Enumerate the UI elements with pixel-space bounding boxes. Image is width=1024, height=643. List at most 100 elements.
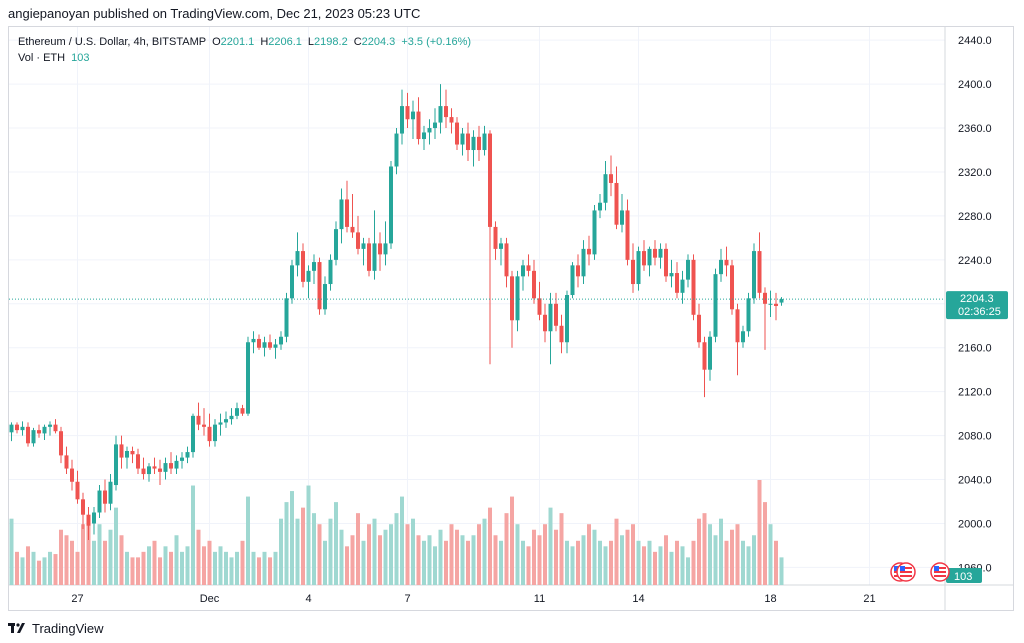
volume-bar bbox=[279, 518, 283, 585]
volume-bar bbox=[284, 502, 289, 585]
y-tick-label: 2440.0 bbox=[958, 35, 992, 47]
volume-bar bbox=[191, 485, 195, 585]
us-flag-icon-stripe bbox=[934, 567, 946, 569]
x-tick-label: 21 bbox=[863, 593, 875, 605]
volume-bar bbox=[97, 524, 102, 585]
candle-body bbox=[482, 133, 487, 151]
volume-bar bbox=[70, 540, 74, 585]
us-flag-icon-canton bbox=[900, 566, 905, 571]
tradingview-logo-icon bbox=[8, 622, 26, 634]
volume-bar bbox=[196, 529, 201, 585]
candle-body bbox=[603, 174, 608, 203]
chart-frame[interactable] bbox=[8, 26, 1014, 611]
volume-bar bbox=[471, 535, 476, 585]
volume-bar bbox=[537, 535, 542, 585]
candle-body bbox=[196, 415, 201, 425]
candle-body bbox=[592, 210, 597, 255]
volume-bar bbox=[774, 540, 778, 585]
candle-body bbox=[108, 481, 113, 504]
volume-bar bbox=[543, 524, 547, 585]
volume-bar bbox=[301, 507, 305, 585]
candle-body bbox=[152, 466, 157, 469]
volume-bar bbox=[746, 546, 751, 585]
candle-body bbox=[488, 133, 492, 227]
candle-body bbox=[345, 199, 349, 227]
candle-body bbox=[136, 454, 140, 469]
volume-bar bbox=[75, 551, 80, 585]
legend-symbol[interactable]: Ethereum / U.S. Dollar, 4h, BITSTAMP bbox=[18, 36, 207, 48]
volume-bar bbox=[675, 540, 679, 585]
candle-body bbox=[466, 133, 470, 151]
y-tick-label: 2040.0 bbox=[958, 475, 992, 487]
volume-bar bbox=[647, 540, 652, 585]
legend-open-key: O bbox=[212, 36, 221, 48]
volume-bar bbox=[477, 524, 481, 585]
candle-body bbox=[537, 298, 542, 315]
volume-bar bbox=[119, 535, 124, 585]
volume-bar bbox=[466, 540, 470, 585]
volume-bar bbox=[306, 485, 311, 585]
candle-body bbox=[9, 424, 14, 433]
candle-body bbox=[697, 314, 701, 343]
candle-body bbox=[59, 431, 63, 456]
legend-low-key: L bbox=[307, 36, 315, 48]
candle-body bbox=[180, 457, 184, 461]
candle-body bbox=[213, 424, 217, 442]
candle-body bbox=[323, 284, 327, 310]
volume-bar bbox=[130, 557, 135, 585]
candle-body bbox=[724, 259, 729, 266]
volume-bar bbox=[53, 554, 58, 585]
candle-body bbox=[130, 450, 135, 455]
volume-bar bbox=[455, 529, 459, 585]
volume-bar bbox=[636, 540, 641, 585]
legend-close-key: C bbox=[353, 36, 362, 48]
legend-volume-label[interactable]: Vol · ETH bbox=[18, 52, 66, 64]
candle-body bbox=[499, 243, 503, 249]
volume-bar bbox=[444, 540, 448, 585]
candle-body bbox=[691, 259, 696, 315]
volume-bar bbox=[158, 557, 162, 585]
x-tick-label: 27 bbox=[71, 593, 83, 605]
volume-bar bbox=[312, 513, 316, 585]
volume-bar bbox=[664, 535, 668, 585]
candle-body bbox=[779, 299, 784, 303]
candle-body bbox=[587, 248, 591, 255]
candle-body bbox=[719, 259, 723, 275]
legend-change: +3.5 (+0.16%) bbox=[401, 36, 472, 48]
legend-close: 2204.3 bbox=[361, 36, 396, 48]
footer-brand: TradingView bbox=[32, 620, 104, 636]
volume-bar bbox=[174, 535, 179, 585]
candle-body bbox=[361, 243, 366, 249]
us-flag-icon-stripe bbox=[900, 567, 912, 569]
candle-body bbox=[202, 424, 206, 427]
candle-body bbox=[31, 430, 36, 444]
volume-bar bbox=[383, 529, 388, 585]
volume-bar bbox=[526, 546, 531, 585]
volume-bar bbox=[438, 529, 443, 585]
candle-body bbox=[642, 251, 646, 266]
volume-bar bbox=[779, 557, 784, 585]
candle-body bbox=[548, 303, 553, 332]
candle-body bbox=[708, 336, 712, 370]
last-price-tag bbox=[946, 291, 1008, 320]
candle-body bbox=[394, 133, 399, 167]
volume-bar bbox=[86, 518, 91, 585]
candle-body bbox=[26, 426, 30, 444]
candle-body bbox=[268, 342, 272, 348]
volume-bar bbox=[581, 535, 586, 585]
candle-body bbox=[119, 444, 124, 458]
candle-body bbox=[658, 248, 663, 258]
volume-bar bbox=[356, 513, 360, 585]
candle-body bbox=[378, 243, 382, 255]
candle-body bbox=[598, 202, 602, 211]
volume-bar bbox=[741, 540, 745, 585]
candle-body bbox=[37, 430, 41, 434]
candle-body bbox=[339, 199, 344, 230]
volume-bar bbox=[416, 535, 421, 585]
candle-body bbox=[158, 468, 162, 472]
x-tick-label: 7 bbox=[404, 593, 410, 605]
candle-body bbox=[262, 342, 267, 348]
y-tick-label: 2400.0 bbox=[958, 79, 992, 91]
volume-bar bbox=[251, 551, 256, 585]
